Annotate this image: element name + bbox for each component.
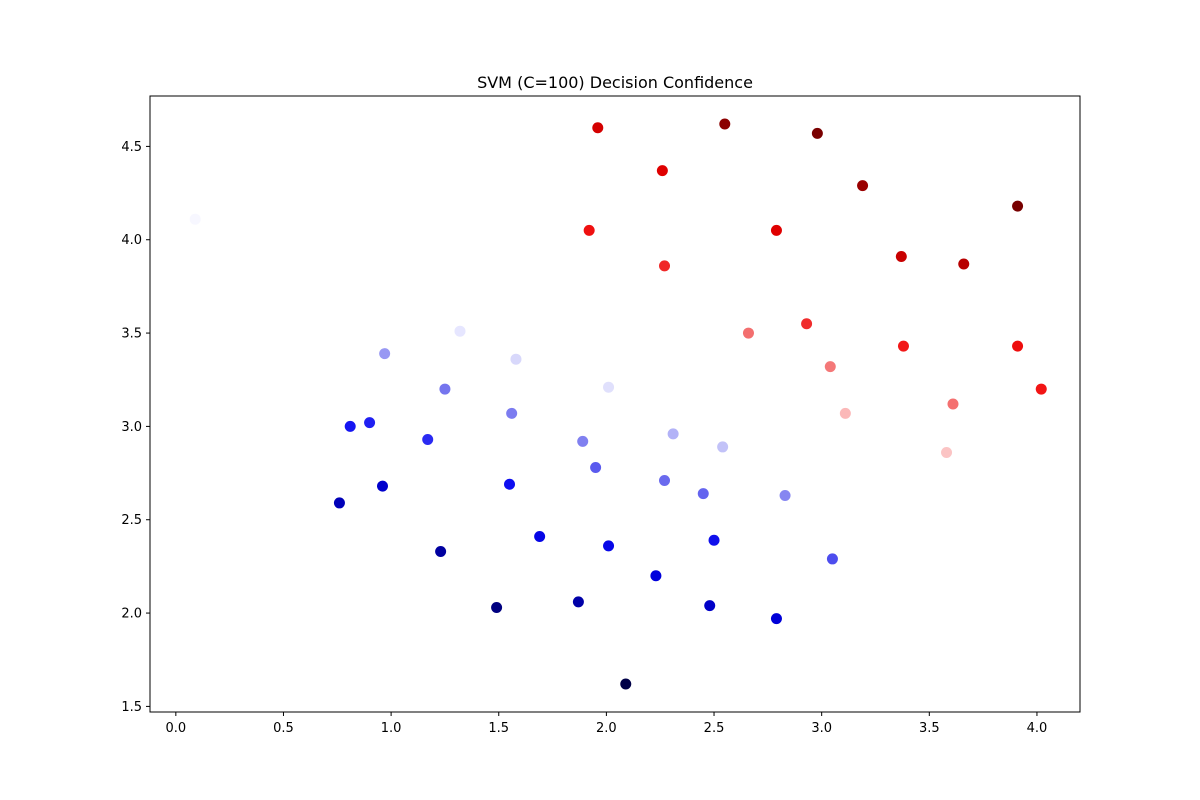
data-point-0 <box>189 213 201 225</box>
data-point-40 <box>534 531 546 543</box>
x-tick-label-2: 1.0 <box>381 721 402 736</box>
y-tick-label-2: 2.5 <box>121 513 142 528</box>
y-tick-label-0: 1.5 <box>121 700 142 715</box>
data-point-49 <box>770 613 782 625</box>
data-point-15 <box>1012 340 1024 352</box>
data-point-34 <box>659 475 671 487</box>
data-point-14 <box>897 340 909 352</box>
data-point-44 <box>435 545 447 557</box>
y-tick-label-1: 2.0 <box>121 607 142 622</box>
data-point-30 <box>577 435 589 447</box>
data-point-20 <box>941 447 953 459</box>
data-point-23 <box>510 353 522 365</box>
data-point-25 <box>439 383 451 395</box>
data-point-21 <box>454 325 466 337</box>
data-point-4 <box>656 165 668 177</box>
y-tick-label-6: 4.5 <box>121 140 142 155</box>
data-point-8 <box>770 224 782 236</box>
data-point-16 <box>824 361 836 373</box>
y-tick-label-4: 3.5 <box>121 327 142 342</box>
data-point-31 <box>667 428 679 440</box>
data-point-41 <box>603 540 615 552</box>
data-point-46 <box>491 601 503 613</box>
data-point-2 <box>719 118 731 130</box>
x-tick-label-7: 3.5 <box>919 721 940 736</box>
data-point-33 <box>590 461 602 473</box>
y-tick-label-3: 3.0 <box>121 420 142 435</box>
data-point-39 <box>504 478 516 490</box>
x-tick-label-3: 1.5 <box>488 721 509 736</box>
data-point-17 <box>1035 383 1047 395</box>
plot-area-frame <box>149 95 1081 713</box>
data-point-6 <box>1012 200 1024 212</box>
data-point-12 <box>742 327 754 339</box>
data-point-43 <box>826 553 838 565</box>
y-tick-label-5: 4.0 <box>121 233 142 248</box>
data-point-5 <box>857 180 869 192</box>
x-tick-label-8: 4.0 <box>1027 721 1048 736</box>
data-point-38 <box>377 480 388 492</box>
x-tick-label-5: 2.5 <box>704 721 725 736</box>
data-point-7 <box>583 224 595 236</box>
data-point-29 <box>422 433 434 445</box>
data-point-50 <box>620 678 632 690</box>
data-point-37 <box>333 497 345 509</box>
data-point-48 <box>704 600 716 612</box>
data-point-28 <box>364 417 376 429</box>
data-point-19 <box>839 407 851 419</box>
data-point-36 <box>779 489 791 501</box>
x-tick-label-0: 0.0 <box>165 721 186 736</box>
x-tick-label-1: 0.5 <box>273 721 294 736</box>
ticks-layer: 0.0 0.5 1.0 1.5 2.0 2.5 3.0 3.5 4.0 1.5 2.0 2.5 3.0 3… <box>121 140 1047 736</box>
data-point-32 <box>717 441 729 453</box>
data-point-45 <box>650 570 662 582</box>
data-point-42 <box>708 534 720 546</box>
data-point-22 <box>379 348 391 360</box>
points-layer <box>189 118 1047 690</box>
data-point-27 <box>344 420 356 432</box>
data-point-3 <box>811 127 823 139</box>
data-point-24 <box>603 381 615 393</box>
data-point-18 <box>947 398 959 410</box>
data-point-9 <box>659 260 671 272</box>
data-point-11 <box>958 258 970 270</box>
data-point-47 <box>572 596 584 608</box>
data-point-10 <box>895 251 907 263</box>
data-point-13 <box>801 318 813 330</box>
data-point-26 <box>506 407 518 419</box>
data-point-1 <box>592 122 604 134</box>
chart-title: SVM (C=100) Decision Confidence <box>477 73 753 92</box>
x-tick-label-6: 3.0 <box>811 721 832 736</box>
x-tick-label-4: 2.0 <box>596 721 617 736</box>
data-point-35 <box>697 488 709 500</box>
